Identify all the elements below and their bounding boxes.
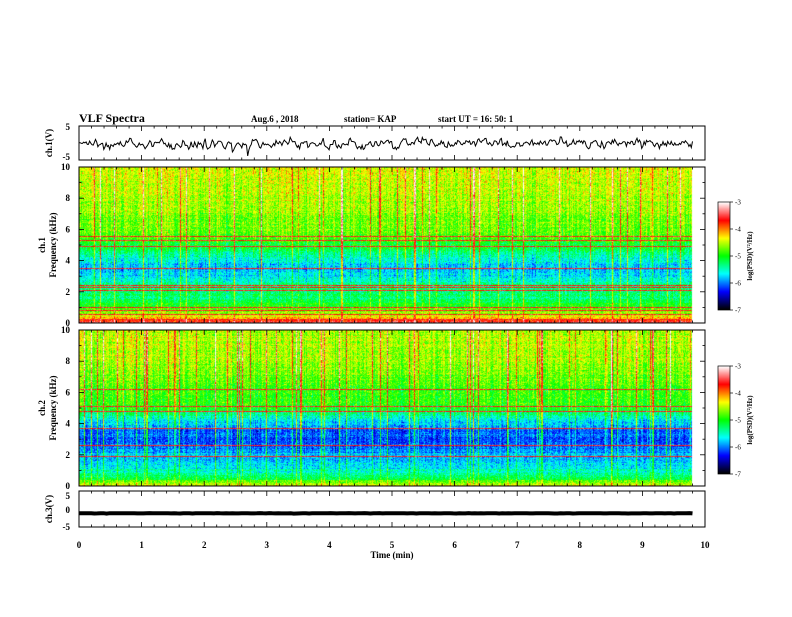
ch1-waveform-trace: [79, 135, 693, 156]
station-label: station= KAP: [344, 114, 397, 124]
ch1-spectrogram-ticks: [78, 166, 706, 324]
ch2-spectrogram-ticks: [78, 329, 706, 487]
ch2-spectrogram-image: [79, 330, 705, 486]
ch1-spectrogram-ylabel-channel: ch.1: [37, 237, 47, 253]
ch3-waveform-panel: 5 0 -5 ch.3(V): [44, 490, 706, 532]
ch2-spectrogram-ylabel-frequency: Frequency (kHz): [48, 375, 58, 440]
ch3-waveform-frame: [78, 490, 706, 528]
ch2-spectrogram-panel: 0 2 4 6 8 10 ch.2 Frequency (kHz): [37, 325, 706, 491]
ch3-waveform-trace: [78, 511, 693, 516]
frequency-tick-label: 8: [66, 356, 71, 366]
ch2-colorbar: -3 -4 -5 -6 -7 log(PSD)(V²/Hz): [717, 363, 754, 479]
time-tick-label: 0: [77, 540, 82, 550]
ch1-colorbar-gradient: [718, 202, 730, 310]
ch1-waveform-panel: 5 -5 ch.1(V): [44, 122, 706, 162]
ch2-colorbar-label: log(PSD)(V²/Hz): [746, 395, 754, 445]
colorbar-tick-label: -7: [735, 307, 741, 315]
frequency-tick-label: 0: [66, 318, 71, 328]
frequency-tick-label: 2: [66, 450, 71, 460]
ch1-ytick-top: 5: [66, 122, 71, 132]
time-tick-label: 2: [202, 540, 207, 550]
frequency-tick-label: 4: [66, 419, 71, 429]
ch1-spectrogram-panel: 0 2 4 6 8 10 ch.1 Frequency (kHz): [37, 162, 706, 328]
ch3-waveform-ylabel: ch.3(V): [44, 495, 54, 523]
ch2-spectrogram-yticks: 0 2 4 6 8 10: [61, 325, 71, 491]
frequency-tick-label: 4: [66, 256, 71, 266]
ch1-spectrogram-ylabel-frequency: Frequency (kHz): [48, 212, 58, 277]
ch3-ytick-top: 5: [66, 491, 71, 501]
time-axis-label: Time (min): [370, 550, 413, 560]
frequency-tick-label: 6: [66, 387, 71, 397]
time-tick-label: 10: [701, 540, 711, 550]
ch1-spectrogram-image: [79, 167, 705, 323]
ch3-ytick-bottom: -5: [63, 522, 71, 532]
ch2-spectrogram-ylabel-channel: ch.2: [37, 400, 47, 416]
time-tick-label: 5: [390, 540, 395, 550]
colorbar-tick-label: -3: [735, 363, 741, 371]
colorbar-tick-label: -4: [735, 390, 741, 398]
colorbar-tick-label: -3: [735, 199, 741, 207]
time-tick-label: 7: [515, 540, 520, 550]
time-tick-label: 6: [452, 540, 457, 550]
date-label: Aug.6 , 2018: [251, 114, 299, 124]
figure-title: VLF Spectra: [79, 111, 145, 125]
time-tick-label: 3: [265, 540, 270, 550]
frequency-tick-label: 8: [66, 193, 71, 203]
ch2-colorbar-gradient: [718, 366, 730, 474]
ch1-spectrogram-yticks: 0 2 4 6 8 10: [61, 162, 71, 328]
frequency-tick-label: 10: [61, 162, 71, 172]
colorbar-tick-label: -5: [735, 417, 741, 425]
ch1-waveform-ticks: [78, 126, 706, 160]
ch1-colorbar-label: log(PSD)(V²/Hz): [746, 231, 754, 281]
ch1-colorbar: -3 -4 -5 -6 -7 log(PSD)(V²/Hz): [717, 199, 754, 315]
time-tick-label: 8: [578, 540, 583, 550]
frequency-tick-label: 2: [66, 287, 71, 297]
colorbar-tick-label: -6: [735, 280, 741, 288]
colorbar-tick-label: -5: [735, 253, 741, 261]
ch2-colorbar-ticks: -3 -4 -5 -6 -7: [730, 363, 741, 479]
ch3-waveform-ticks: [78, 491, 706, 527]
frequency-tick-label: 10: [61, 325, 71, 335]
frequency-tick-label: 0: [66, 481, 71, 491]
time-tick-label: 1: [139, 540, 144, 550]
ch1-waveform-ylabel: ch.1(V): [44, 129, 54, 157]
colorbar-tick-label: -7: [735, 471, 741, 479]
time-tick-label: 9: [640, 540, 645, 550]
colorbar-tick-label: -6: [735, 444, 741, 452]
ch1-colorbar-ticks: -3 -4 -5 -6 -7: [730, 199, 741, 315]
ch3-ytick-middle: 0: [66, 505, 71, 515]
time-tick-label: 4: [327, 540, 332, 550]
start-time-label: start UT = 16: 50: 1: [438, 114, 514, 124]
frequency-tick-label: 6: [66, 224, 71, 234]
ch1-ytick-bottom: -5: [63, 152, 71, 162]
time-axis-tick-labels: 0 1 2 3 4 5 6 7 8 9 10: [77, 540, 710, 550]
colorbar-tick-label: -4: [735, 226, 741, 234]
